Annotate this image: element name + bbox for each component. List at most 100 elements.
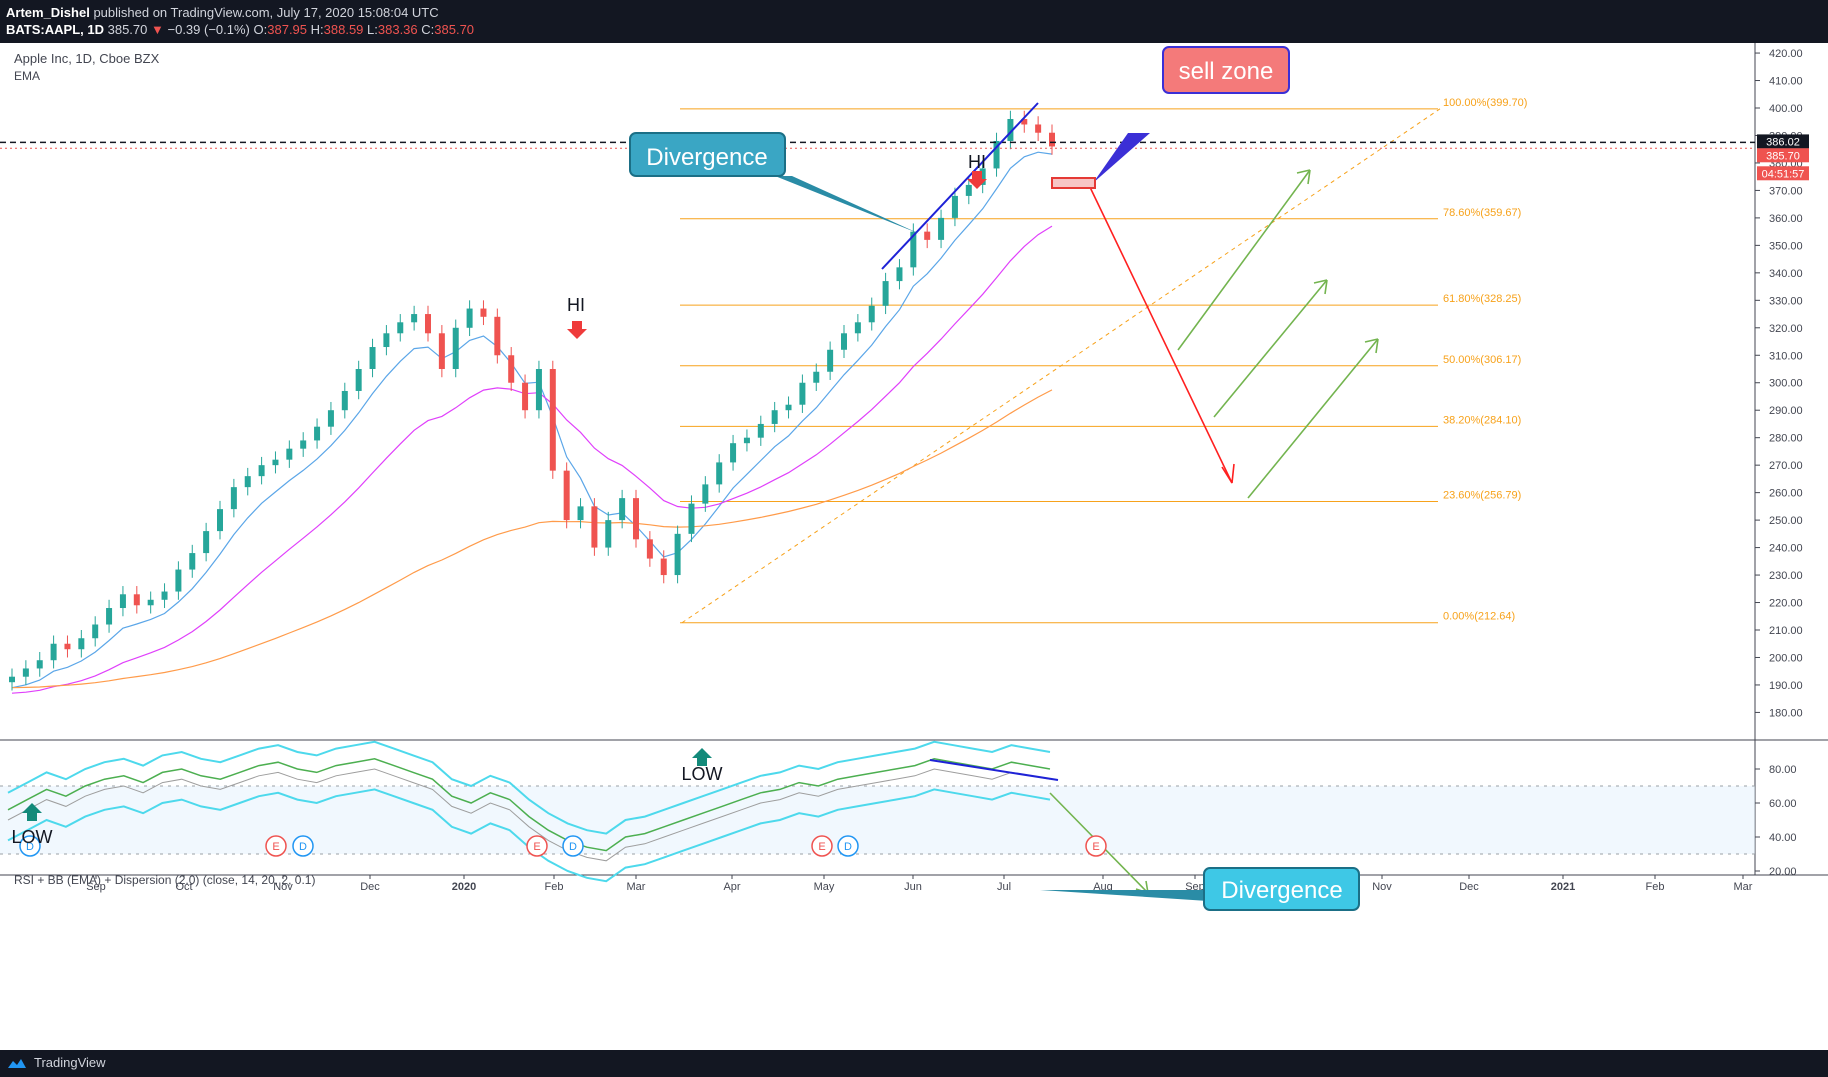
candle-body [369,347,376,369]
price-tag [1757,148,1809,163]
price-tick-label: 370.00 [1769,185,1803,197]
candle-body [355,369,362,391]
price-tick-label: 340.00 [1769,268,1803,280]
buy-arrow-head [1313,279,1328,295]
close-value: 385.70 [434,22,475,37]
candle-body [522,382,529,411]
candle-body [535,369,542,411]
candle-body [106,608,113,625]
price-axis[interactable]: 420.00410.00400.00390.00380.00370.00360.… [1755,48,1809,878]
dividend-marker [292,835,314,857]
event-marker-label: D [569,841,577,853]
event-marker-label: E [1092,841,1099,853]
fib-level-label: 50.00%(306.17) [1443,354,1521,366]
price-tick-label: 190.00 [1769,680,1803,692]
ticker-line: BATS:AAPL, 1D 385.70 ▼ −0.39 (−0.1%) O:3… [6,22,474,37]
tradingview-logo[interactable]: TradingView [6,1055,106,1070]
candle-body [78,638,85,650]
candle-body [799,382,806,405]
candle-body [480,308,487,317]
event-marker-label: E [818,841,825,853]
hi-label-jun: HI [968,152,986,172]
candle-body [452,327,459,369]
fib-retracement[interactable]: 100.00%(399.70) 78.60%(359.67) 61.80%(328.… [680,97,1527,624]
rsi-divergence-callout[interactable]: Divergence [1040,867,1360,911]
candle-body [314,426,321,441]
divergence-trendline [881,102,1039,270]
candle-body [924,231,931,240]
ema-legend[interactable]: EMA [14,69,40,83]
close-label: C: [421,22,435,37]
candle-body [272,459,279,466]
candle-body [286,448,293,460]
candle-body [716,462,723,485]
symbol-legend[interactable]: Apple Inc, 1D, Cboe BZX [14,51,160,66]
sell-zone-callout[interactable]: sell zone [1051,46,1290,189]
candle-body [22,668,29,677]
candle-body [938,217,945,240]
candle-body [1049,132,1055,147]
chart-area[interactable]: 100.00%(399.70) 78.60%(359.67) 61.80%(328.… [0,43,1828,1050]
earnings-marker [1085,835,1107,857]
time-tick-label: Jul [997,881,1011,893]
divergence-callout[interactable]: Divergence [629,132,920,234]
price-tag [1757,166,1809,181]
rsi-legend[interactable]: RSI + BB (EMA) + Dispersion (2.0) (close… [14,873,315,887]
price-tick-label: 350.00 [1769,240,1803,252]
sell-zone-label: sell zone [1179,58,1274,85]
price-tick-label: 290.00 [1769,405,1803,417]
price-tick-label: 280.00 [1769,433,1803,445]
time-tick-label: Apr [723,881,740,893]
price-tick-label: 270.00 [1769,460,1803,472]
candle-body [951,195,958,218]
price-tick-label: 420.00 [1769,48,1803,60]
candle-body [1035,124,1042,133]
sell-arrow-line [1087,182,1233,484]
candle-body [494,316,501,356]
candle-body [9,676,15,683]
candle-body [425,314,431,334]
hi-label-jan: HI [567,295,585,315]
time-axis[interactable]: Sep Oct Nov Dec 2020 Feb Mar Apr May Jun Jul Aug Sep… [86,875,1753,893]
change-value: −0.39 (−0.1%) [167,22,250,37]
author-name[interactable]: Artem_Dishel [6,5,90,20]
rsi-basis [7,768,1051,862]
dividend-marker [562,835,584,857]
open-label: O: [253,22,268,37]
divergence-label-top: Divergence [646,144,767,171]
candle-body [688,503,695,534]
price-tick-label: 330.00 [1769,295,1803,307]
candle-body [133,594,140,606]
price-tag [1757,134,1809,149]
rsi-tick-label: 60.00 [1769,798,1797,810]
chart-svg[interactable]: 100.00%(399.70) 78.60%(359.67) 61.80%(328.… [0,43,1828,1050]
brand-name: TradingView [34,1055,106,1070]
candle-body [854,322,861,334]
candle-body [508,355,515,383]
event-marker-label: D [299,841,307,853]
rsi-tick-label: 40.00 [1769,832,1797,844]
time-tick-label: Dec [360,881,380,893]
candle-body [203,531,210,554]
price-tick-label: 230.00 [1769,570,1803,582]
price-tick-label: 210.00 [1769,625,1803,637]
price-tick-label: 400.00 [1769,103,1803,115]
event-marker-label: D [26,841,34,853]
candle-body [1007,118,1014,141]
time-tick-label: Feb [1646,881,1665,893]
candle-body [341,390,348,411]
ema-slow-line [11,389,1053,689]
ema-lines [11,151,1053,694]
candle-body [619,498,626,521]
candle-body [979,168,986,185]
hi-arrow-jun [967,171,987,189]
candle-body [466,308,473,328]
candle-body [64,643,71,650]
candle-body [383,333,390,348]
ema-mid-line [11,225,1053,694]
candle-body [411,314,418,323]
candle-body [841,333,847,350]
sell-zone-box[interactable] [1051,177,1096,189]
candle-body [258,465,265,477]
